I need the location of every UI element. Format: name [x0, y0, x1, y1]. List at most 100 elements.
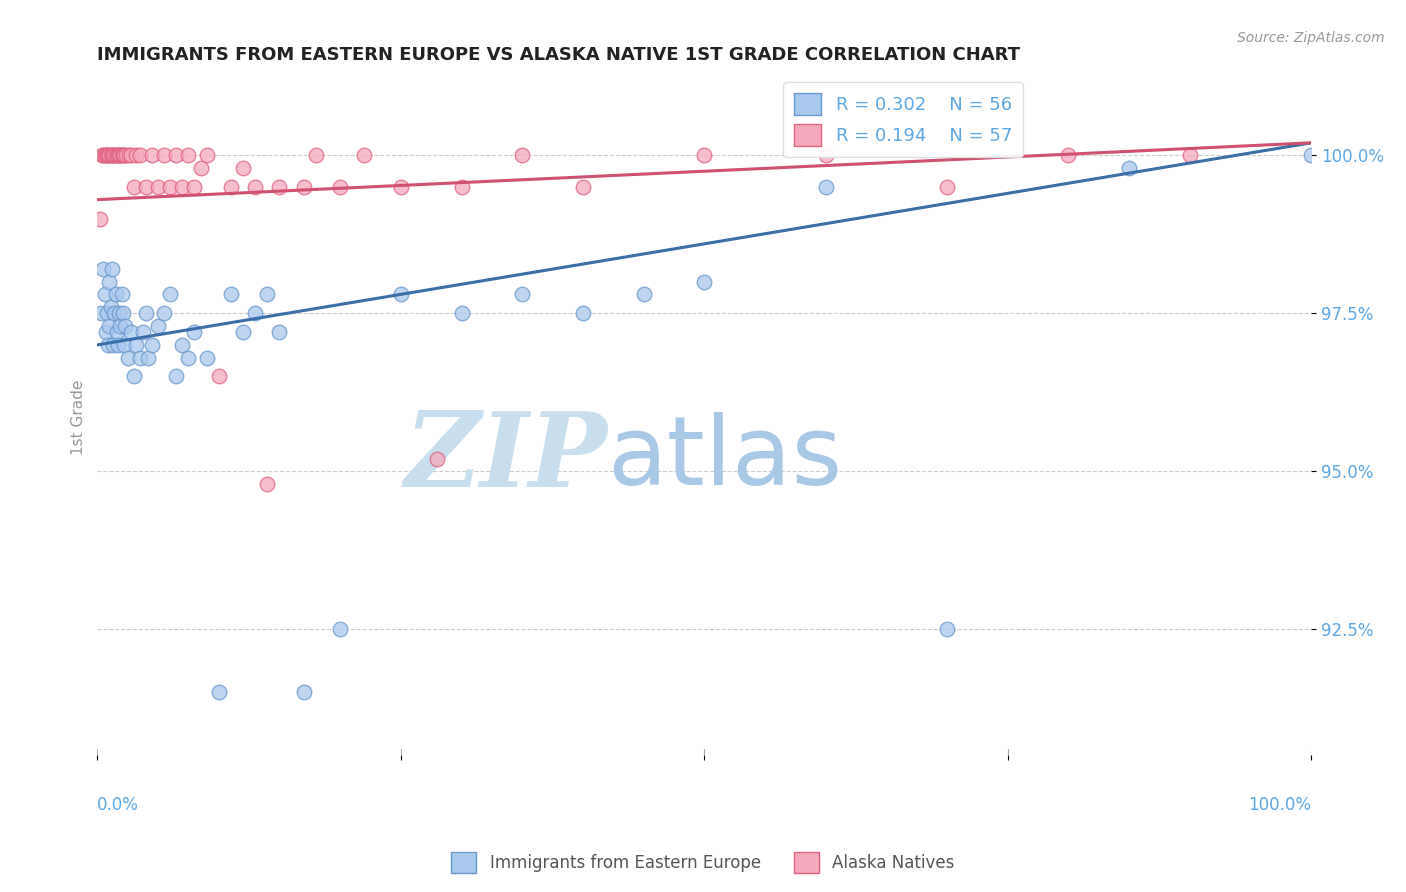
Point [128, 148, 150, 162]
Point [105, 148, 128, 162]
Point [135, 180, 157, 194]
Point [111, 148, 134, 162]
Text: ZIP: ZIP [404, 408, 607, 508]
Point [112, 338, 135, 352]
Point [572, 180, 595, 194]
Point [450, 306, 472, 320]
Point [128, 351, 150, 365]
Point [112, 148, 135, 162]
Point [98, 148, 121, 162]
Point [219, 180, 242, 194]
Point [450, 180, 472, 194]
Point [141, 148, 163, 162]
Point [510, 148, 533, 162]
Point [190, 161, 212, 175]
Point [269, 325, 291, 339]
Point [89, 211, 111, 226]
Point [120, 148, 142, 162]
Point [108, 306, 131, 320]
Point [101, 148, 124, 162]
Point [122, 369, 145, 384]
Point [353, 148, 375, 162]
Point [153, 148, 176, 162]
Point [93, 262, 115, 277]
Point [292, 685, 315, 699]
Point [98, 318, 121, 333]
Point [510, 287, 533, 301]
Point [96, 148, 118, 162]
Point [936, 622, 959, 636]
Point [936, 180, 959, 194]
Point [426, 451, 449, 466]
Point [183, 325, 205, 339]
Point [101, 148, 124, 162]
Point [232, 325, 254, 339]
Point [172, 180, 194, 194]
Point [1301, 148, 1323, 162]
Point [1057, 148, 1080, 162]
Point [243, 306, 266, 320]
Point [100, 148, 122, 162]
Point [93, 148, 115, 162]
Point [633, 287, 655, 301]
Point [101, 262, 124, 277]
Point [159, 287, 181, 301]
Point [94, 148, 117, 162]
Point [208, 685, 231, 699]
Point [195, 351, 218, 365]
Legend: R = 0.302    N = 56, R = 0.194    N = 57: R = 0.302 N = 56, R = 0.194 N = 57 [783, 82, 1024, 157]
Point [177, 351, 200, 365]
Point [329, 180, 352, 194]
Point [107, 148, 129, 162]
Point [125, 148, 148, 162]
Point [135, 306, 157, 320]
Point [117, 351, 139, 365]
Point [118, 148, 141, 162]
Point [97, 148, 120, 162]
Point [693, 275, 716, 289]
Point [138, 351, 160, 365]
Point [1178, 148, 1201, 162]
Point [105, 325, 128, 339]
Point [292, 180, 315, 194]
Point [111, 287, 134, 301]
Point [389, 180, 412, 194]
Legend: Immigrants from Eastern Europe, Alaska Natives: Immigrants from Eastern Europe, Alaska N… [444, 846, 962, 880]
Point [110, 148, 132, 162]
Point [219, 287, 242, 301]
Point [269, 180, 291, 194]
Point [232, 161, 254, 175]
Text: Source: ZipAtlas.com: Source: ZipAtlas.com [1237, 31, 1385, 45]
Point [329, 622, 352, 636]
Point [90, 306, 112, 320]
Point [165, 369, 187, 384]
Point [389, 287, 412, 301]
Point [107, 338, 129, 352]
Point [104, 287, 127, 301]
Point [146, 180, 169, 194]
Point [96, 306, 118, 320]
Point [125, 338, 148, 352]
Point [572, 306, 595, 320]
Point [101, 338, 124, 352]
Point [195, 148, 218, 162]
Point [208, 369, 231, 384]
Point [1118, 161, 1140, 175]
Point [159, 180, 181, 194]
Point [256, 287, 278, 301]
Point [183, 180, 205, 194]
Point [91, 148, 114, 162]
Point [110, 318, 132, 333]
Point [177, 148, 200, 162]
Text: 100.0%: 100.0% [1249, 796, 1312, 814]
Point [104, 148, 127, 162]
Point [103, 148, 125, 162]
Point [132, 325, 155, 339]
Point [100, 300, 122, 314]
Point [97, 338, 120, 352]
Point [98, 275, 121, 289]
Point [94, 325, 117, 339]
Point [115, 148, 138, 162]
Point [814, 148, 837, 162]
Point [141, 338, 163, 352]
